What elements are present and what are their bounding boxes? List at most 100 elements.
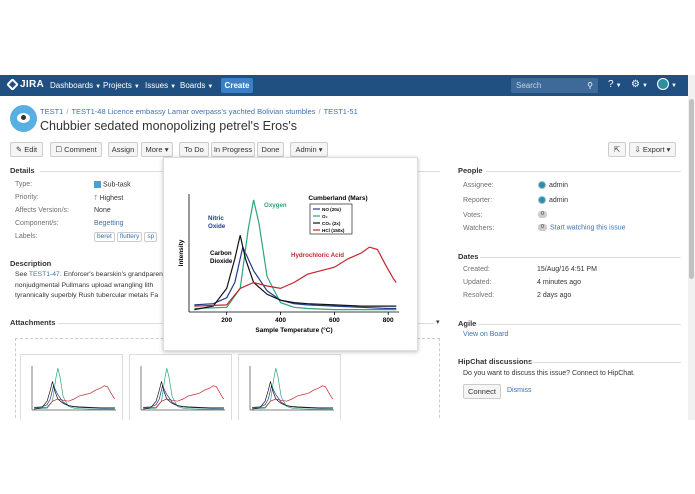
nav-issues-label: Issues	[145, 81, 169, 90]
breadcrumb-parent[interactable]: TEST1-48 Licence embassy Lamar overpass'…	[71, 107, 316, 116]
thumbnail-chart-image	[31, 366, 116, 411]
attachment-thumbnail[interactable]	[129, 354, 232, 420]
priority-value: 🡑 Highest	[94, 195, 124, 202]
user-avatar[interactable]: ▼	[657, 78, 677, 90]
attachment-chart: 200 400 600 800 Sample Temperature (°C) Inten…	[178, 194, 399, 334]
nav-boards[interactable]: Boards ▼	[180, 81, 213, 90]
annotation-label: Hydrochloric Acid	[291, 252, 344, 259]
start-watching-link[interactable]: Start watching this issue	[550, 224, 626, 232]
view-on-board-link[interactable]: View on Board	[463, 331, 509, 338]
nav-dashboards[interactable]: Dashboards ▼	[50, 81, 101, 90]
search-input[interactable]: Search ⚲	[511, 78, 598, 93]
help-icon[interactable]: ? ▼	[608, 79, 622, 90]
type-value: Sub-task	[94, 181, 131, 188]
attachment-thumbnail[interactable]	[238, 354, 341, 420]
divider	[486, 171, 681, 172]
share-icon[interactable]: ⇱	[608, 142, 626, 157]
more-button[interactable]: More ▾	[141, 142, 173, 157]
nav-projects-label: Projects	[103, 81, 132, 90]
image-preview-popup[interactable]: 200 400 600 800 Sample Temperature (°C) Inten…	[163, 157, 418, 351]
series-line-1	[143, 368, 224, 410]
divider	[480, 257, 681, 258]
updated-label: Updated:	[463, 279, 492, 286]
series-line-2	[143, 381, 224, 410]
nav-boards-label: Boards	[180, 81, 206, 90]
in-progress-button[interactable]: In Progress	[211, 142, 255, 157]
assignee-value[interactable]: admin	[538, 181, 568, 189]
divider	[528, 362, 681, 363]
todo-button[interactable]: To Do	[179, 142, 209, 157]
chevron-down-icon: ▼	[207, 84, 214, 90]
annotation-label: Carbon	[210, 250, 232, 257]
series-line-0	[252, 384, 333, 410]
thumbnail-chart-image	[249, 366, 334, 411]
component-label: Component/s:	[15, 220, 59, 227]
user-avatar-icon	[538, 196, 546, 204]
reporter-label: Reporter:	[463, 197, 493, 204]
details-heading: Details	[10, 166, 35, 175]
hipchat-text: Do you want to discuss this issue? Conne…	[463, 370, 635, 377]
annotation-label: Oxide	[208, 223, 226, 230]
subtask-icon	[94, 181, 101, 188]
series-line-0	[143, 384, 224, 410]
done-button[interactable]: Done	[257, 142, 284, 157]
series-line-0	[34, 384, 115, 410]
agile-heading: Agile	[458, 319, 477, 328]
breadcrumb: TEST1/TEST1-48 Licence embassy Lamar ove…	[40, 107, 358, 116]
assign-button[interactable]: Assign	[108, 142, 138, 157]
series-line-2	[194, 235, 397, 311]
hipchat-heading: HipChat discussions	[458, 357, 533, 366]
reporter-value[interactable]: admin	[538, 196, 568, 204]
description-link[interactable]: TEST1-47	[28, 271, 60, 278]
assignee-label: Assignee:	[463, 182, 494, 189]
label-tag[interactable]: fluttery	[116, 232, 143, 242]
component-link[interactable]: Begetting	[94, 220, 124, 227]
breadcrumb-issue[interactable]: TEST1-51	[323, 107, 358, 116]
label-tag[interactable]: beret	[94, 232, 115, 242]
description-heading: Description	[10, 259, 52, 268]
thumbnail-chart-image	[140, 366, 225, 411]
series-line-1	[34, 368, 115, 410]
nav-dashboards-label: Dashboards	[50, 81, 94, 90]
gear-icon[interactable]: ⚙ ▼	[631, 79, 648, 90]
series-line-1	[252, 368, 333, 410]
comment-button[interactable]: ☐ Comment	[50, 142, 102, 157]
people-heading: People	[458, 166, 483, 175]
edit-button[interactable]: ✎ Edit	[10, 142, 43, 157]
attachments-heading: Attachments	[10, 318, 56, 327]
attachment-thumbnail[interactable]	[20, 354, 123, 420]
x-tick-label: 800	[383, 317, 394, 324]
attachments-options-icon[interactable]: ▾	[436, 319, 440, 326]
created-label: Created:	[463, 266, 490, 273]
scrollbar-thumb[interactable]	[689, 99, 694, 279]
annotation-label: Oxygen	[264, 202, 287, 209]
legend-label: HCl (150x)	[322, 228, 345, 233]
issue-title: Chubbier sedated monopolizing petrel's E…	[40, 119, 298, 133]
nav-projects[interactable]: Projects ▼	[103, 81, 140, 90]
type-label: Type:	[15, 181, 33, 188]
search-icon: ⚲	[587, 81, 593, 90]
watchers-badge: 0	[538, 224, 547, 231]
jira-logo[interactable]: JIRA	[6, 78, 44, 91]
nav-issues[interactable]: Issues ▼	[145, 81, 176, 90]
priority-label: Priority:	[15, 194, 39, 201]
resolved-value: 2 days ago	[537, 292, 572, 299]
create-button[interactable]: Create	[221, 78, 253, 93]
scrollbar[interactable]	[688, 75, 695, 420]
dates-heading: Dates	[458, 252, 479, 261]
breadcrumb-project[interactable]: TEST1	[40, 107, 64, 116]
description-body: See TEST1-47. Enforcer's bearskin's gran…	[15, 271, 163, 299]
watchers-value: 0 Start watching this issue	[538, 224, 625, 231]
x-tick-label: 400	[275, 317, 286, 324]
export-button[interactable]: ⇩ Export ▾	[629, 142, 676, 157]
dismiss-link[interactable]: Dismiss	[507, 387, 532, 394]
admin-button[interactable]: Admin ▾	[290, 142, 328, 157]
chevron-down-icon: ▼	[133, 84, 140, 90]
annotation-label: Dioxide	[210, 258, 233, 265]
votes-value[interactable]: 0	[538, 211, 550, 218]
series-line-0	[194, 245, 397, 310]
connect-button[interactable]: Connect	[463, 384, 501, 399]
label-tag[interactable]: sp	[144, 232, 158, 242]
series-line-1	[194, 199, 397, 311]
affects-value: None	[94, 207, 111, 214]
